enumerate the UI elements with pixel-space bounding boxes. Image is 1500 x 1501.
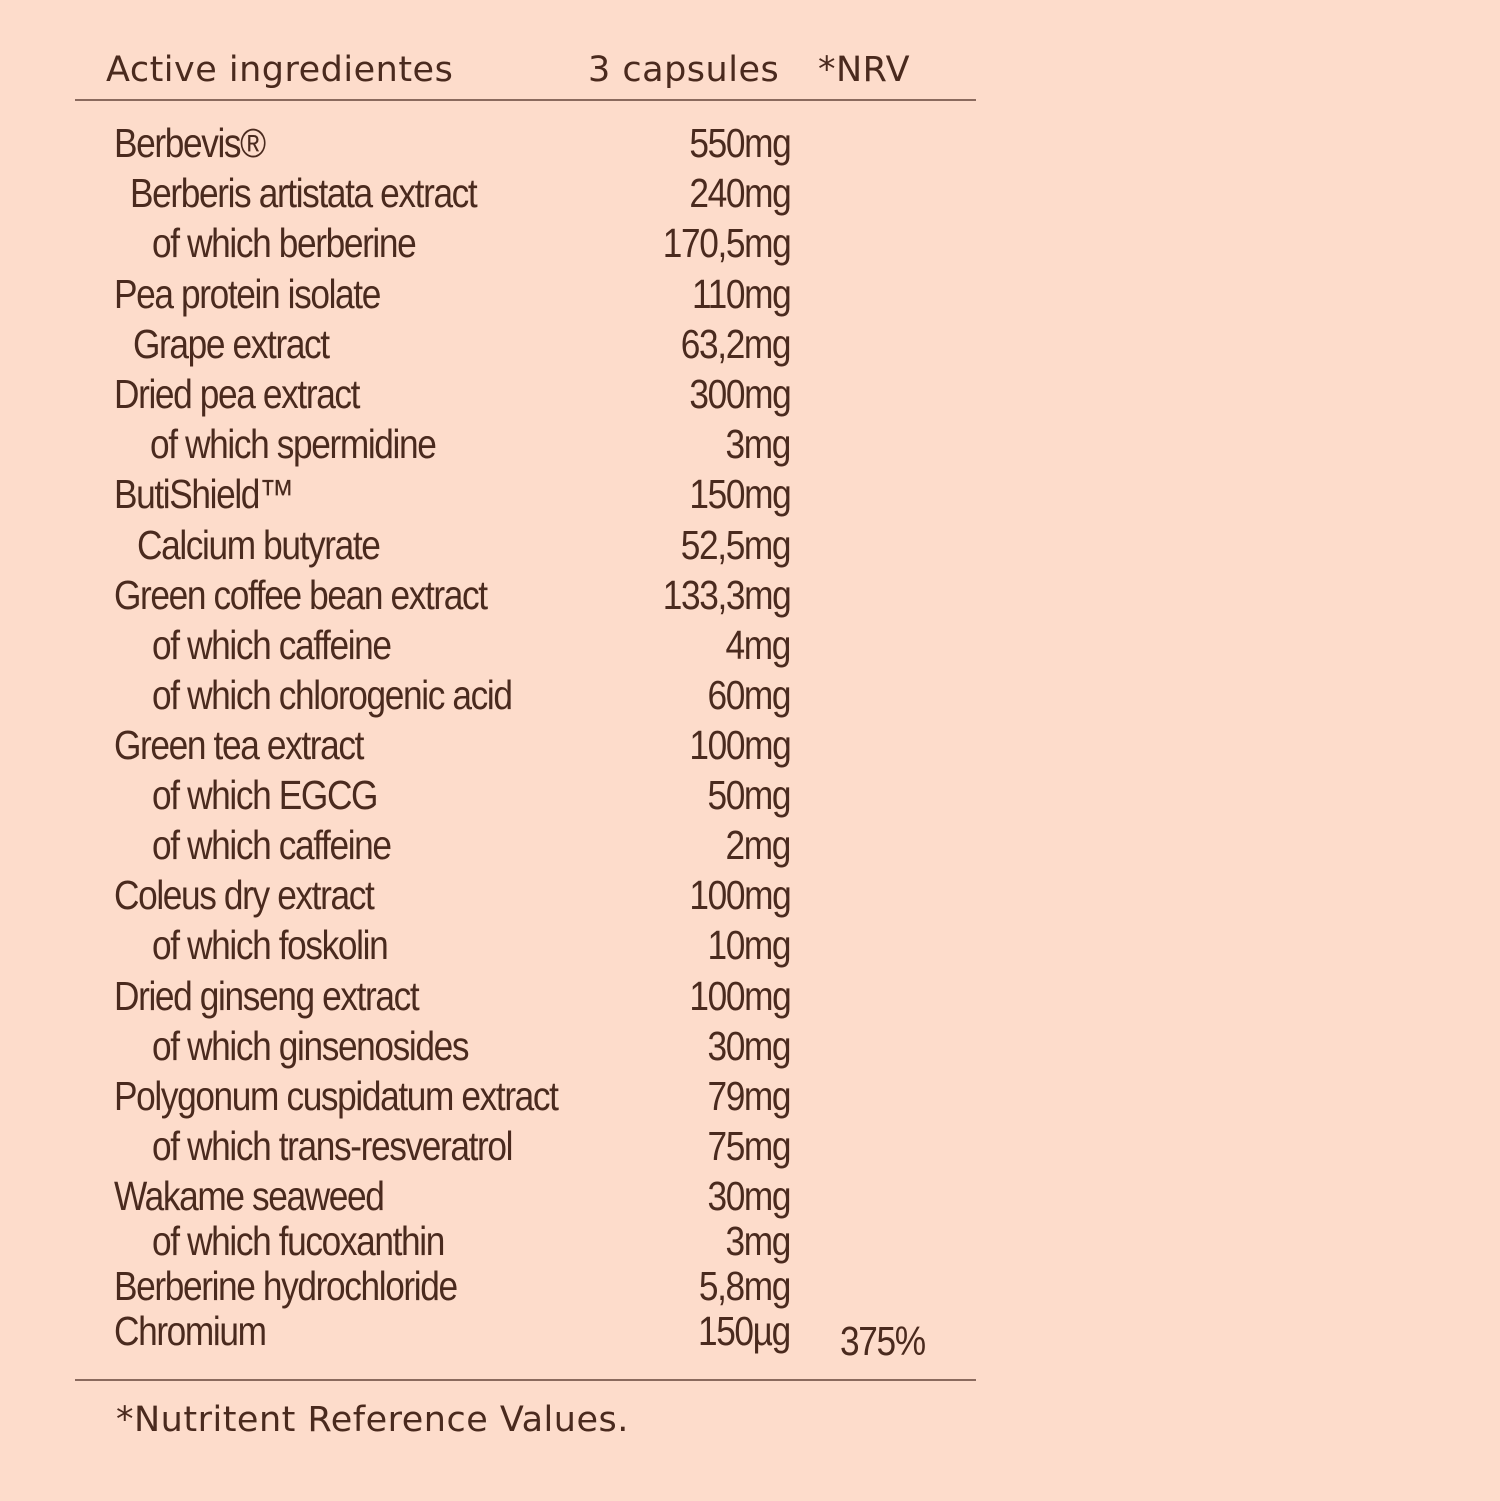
table-row: of which fucoxanthin 3mg bbox=[0, 1218, 1500, 1264]
ingredient-amount: 150µg bbox=[698, 1308, 791, 1354]
table-row: of which chlorogenic acid 60mg bbox=[0, 672, 1500, 718]
ingredient-name: Green coffee bean extract bbox=[114, 572, 488, 618]
ingredient-amount: 5,8mg bbox=[698, 1263, 791, 1309]
ingredient-amount: 133,3mg bbox=[662, 572, 791, 618]
ingredient-name: Berberis artistata extract bbox=[130, 170, 478, 216]
ingredient-name: Polygonum cuspidatum extract bbox=[114, 1073, 559, 1119]
column-header-ingredients: Active ingredientes bbox=[106, 50, 454, 90]
table-row: of which caffeine 4mg bbox=[0, 622, 1500, 668]
ingredient-name: Coleus dry extract bbox=[114, 872, 375, 918]
table-row: of which trans-resveratrol 75mg bbox=[0, 1123, 1500, 1169]
ingredient-name: of which foskolin bbox=[152, 922, 389, 968]
ingredient-amount: 100mg bbox=[689, 872, 791, 918]
ingredient-name: Berbevis® bbox=[114, 120, 266, 166]
ingredient-amount: 300mg bbox=[689, 371, 791, 417]
footer-divider bbox=[75, 1379, 976, 1381]
ingredient-name: Pea protein isolate bbox=[114, 271, 381, 317]
ingredient-name: of which spermidine bbox=[150, 421, 437, 467]
header-divider bbox=[75, 99, 976, 101]
table-row: of which ginsenosides 30mg bbox=[0, 1023, 1500, 1069]
ingredient-name: Green tea extract bbox=[114, 722, 364, 768]
ingredient-amount: 52,5mg bbox=[680, 522, 792, 568]
ingredient-amount: 30mg bbox=[707, 1023, 791, 1069]
ingredient-name: of which chlorogenic acid bbox=[152, 672, 513, 718]
ingredient-name: Dried pea extract bbox=[114, 371, 360, 417]
table-row: Chromium 150µg 375% bbox=[0, 1308, 1500, 1364]
table-row: Coleus dry extract 100mg bbox=[0, 872, 1500, 918]
ingredient-name: of which trans-resveratrol bbox=[152, 1123, 513, 1169]
ingredient-name: ButiShield™ bbox=[114, 471, 294, 517]
ingredient-amount: 110mg bbox=[691, 271, 792, 317]
ingredient-name: of which ginsenosides bbox=[152, 1023, 469, 1069]
ingredient-amount: 75mg bbox=[707, 1123, 791, 1169]
table-row: ButiShield™ 150mg bbox=[0, 471, 1500, 517]
ingredient-name: of which caffeine bbox=[152, 622, 392, 668]
ingredient-amount: 60mg bbox=[707, 672, 791, 718]
ingredient-name: of which EGCG bbox=[152, 772, 378, 818]
table-row: Berberis artistata extract 240mg bbox=[0, 170, 1500, 216]
ingredient-amount: 550mg bbox=[689, 120, 791, 166]
ingredient-name: of which berberine bbox=[152, 220, 417, 266]
table-row: Calcium butyrate 52,5mg bbox=[0, 522, 1500, 568]
table-row: Pea protein isolate 110mg bbox=[0, 271, 1500, 317]
table-row: of which spermidine 3mg bbox=[0, 421, 1500, 467]
table-row: Berbevis® 550mg bbox=[0, 120, 1500, 166]
table-row: of which EGCG 50mg bbox=[0, 772, 1500, 818]
ingredient-amount: 30mg bbox=[707, 1173, 791, 1219]
table-row: Grape extract 63,2mg bbox=[0, 321, 1500, 367]
ingredient-name: of which fucoxanthin bbox=[152, 1218, 445, 1264]
ingredient-name: Grape extract bbox=[133, 321, 330, 367]
table-header: Active ingredientes 3 capsules *NRV bbox=[0, 50, 1500, 100]
ingredient-amount: 240mg bbox=[689, 170, 791, 216]
ingredient-name: Calcium butyrate bbox=[137, 522, 381, 568]
ingredient-amount: 100mg bbox=[689, 973, 791, 1019]
table-row: Green tea extract 100mg bbox=[0, 722, 1500, 768]
ingredient-amount: 100mg bbox=[689, 722, 791, 768]
table-row: Wakame seaweed 30mg bbox=[0, 1173, 1500, 1219]
ingredient-amount: 170,5mg bbox=[662, 220, 791, 266]
table-row: of which caffeine 2mg bbox=[0, 822, 1500, 868]
table-row: Green coffee bean extract 133,3mg bbox=[0, 572, 1500, 618]
ingredient-amount: 4mg bbox=[725, 622, 792, 668]
ingredient-amount: 3mg bbox=[725, 421, 792, 467]
table-row: Dried pea extract 300mg bbox=[0, 371, 1500, 417]
ingredient-name: Dried ginseng extract bbox=[114, 973, 420, 1019]
ingredient-amount: 79mg bbox=[707, 1073, 791, 1119]
ingredient-name: Chromium bbox=[114, 1308, 267, 1354]
ingredient-name: of which caffeine bbox=[152, 822, 392, 868]
table-row: Dried ginseng extract 100mg bbox=[0, 973, 1500, 1019]
footnote: *Nutritent Reference Values. bbox=[116, 1400, 629, 1440]
ingredient-amount: 3mg bbox=[725, 1218, 792, 1264]
ingredient-name: Berberine hydrochloride bbox=[114, 1263, 458, 1309]
table-row: Berberine hydrochloride 5,8mg bbox=[0, 1263, 1500, 1309]
table-row: of which berberine 170,5mg bbox=[0, 220, 1500, 266]
ingredient-amount: 50mg bbox=[707, 772, 791, 818]
ingredient-amount: 2mg bbox=[725, 822, 792, 868]
ingredient-nrv: 375% bbox=[840, 1318, 926, 1364]
column-header-nrv: *NRV bbox=[818, 50, 911, 90]
ingredient-amount: 63,2mg bbox=[680, 321, 792, 367]
ingredient-amount: 10mg bbox=[707, 922, 791, 968]
ingredient-amount: 150mg bbox=[689, 471, 791, 517]
table-row: of which foskolin 10mg bbox=[0, 922, 1500, 968]
ingredient-name: Wakame seaweed bbox=[114, 1173, 385, 1219]
table-row: Polygonum cuspidatum extract 79mg bbox=[0, 1073, 1500, 1119]
column-header-capsules: 3 capsules bbox=[588, 50, 780, 90]
